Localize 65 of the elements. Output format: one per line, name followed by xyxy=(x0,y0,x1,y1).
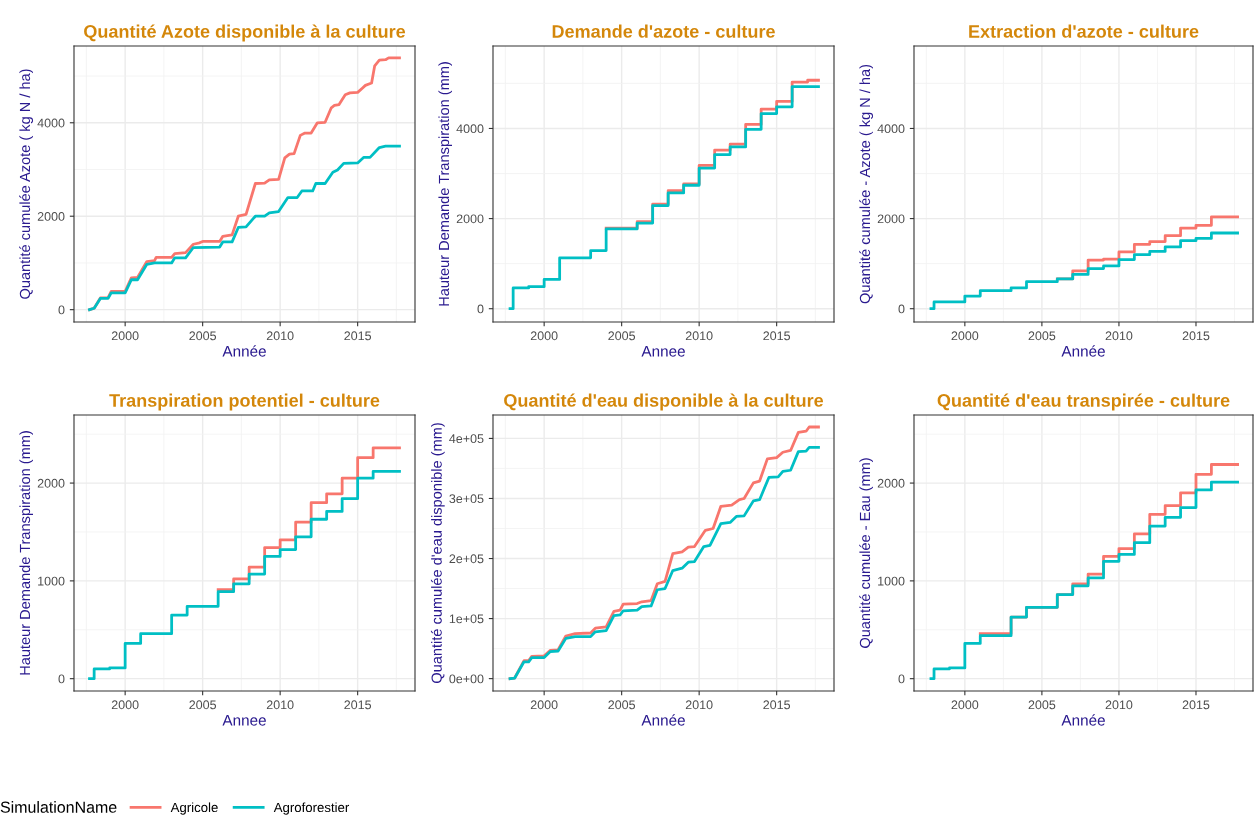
x-tick-label: 2005 xyxy=(1028,700,1056,710)
x-tick-label: 2000 xyxy=(111,331,139,341)
chart-title: Quantité Azote disponible à la culture xyxy=(84,24,406,42)
x-tick-label: 2005 xyxy=(189,700,217,710)
x-tick-label: 2010 xyxy=(266,331,294,341)
x-tick-label: 2015 xyxy=(1182,700,1210,710)
x-axis-title: Année xyxy=(1061,714,1105,726)
x-tick-label: 2015 xyxy=(763,700,791,710)
x-axis-title: Annee xyxy=(222,715,266,726)
x-tick-label: 2010 xyxy=(685,700,713,710)
x-tick-label: 2015 xyxy=(1182,331,1210,341)
y-tick-label: 2000 xyxy=(37,478,65,488)
y-tick-label: 4000 xyxy=(37,118,65,128)
chart-title: Extraction d'azote - culture xyxy=(969,24,1199,38)
y-axis-title: Quantité cumulée d'eau disponible (mm) xyxy=(430,423,445,683)
legend-title: SimulationName xyxy=(0,801,117,813)
x-tick-label: 2000 xyxy=(111,700,139,710)
y-tick-label: 4000 xyxy=(456,124,484,134)
y-tick-label: 4e+05 xyxy=(449,434,484,444)
x-tick-label: 2005 xyxy=(1028,331,1056,341)
y-axis-title: Quantité cumulée - Azote ( kg N / ha) xyxy=(859,64,873,304)
y-tick-label: 1000 xyxy=(38,576,65,586)
y-tick-label: 0 xyxy=(58,674,65,684)
y-tick-label: 2000 xyxy=(877,478,905,488)
chart-title: Demande d'azote - culture xyxy=(552,24,775,38)
chart-title: Transpiration potentiel - culture xyxy=(109,393,380,411)
x-tick-label: 2010 xyxy=(685,331,713,341)
y-tick-label: 0 xyxy=(477,304,484,314)
x-tick-label: 2005 xyxy=(608,331,636,341)
y-axis-title: Hauteur Demande Transpiration (mm) xyxy=(19,431,33,675)
x-axis-title: Année xyxy=(641,714,685,726)
x-axis-title: Année xyxy=(222,345,266,357)
x-tick-label: 2000 xyxy=(951,700,979,710)
chart-title: Quantité d'eau disponible à la culture xyxy=(504,393,824,411)
y-tick-label: 4000 xyxy=(877,124,905,134)
x-axis-title: Annee xyxy=(641,346,685,357)
x-tick-label: 2000 xyxy=(530,700,558,710)
x-tick-label: 2010 xyxy=(1105,700,1133,710)
x-tick-label: 2000 xyxy=(951,331,979,341)
x-tick-label: 2015 xyxy=(344,700,372,710)
x-tick-label: 2010 xyxy=(266,700,294,710)
y-tick-label: 3e+05 xyxy=(449,494,484,504)
x-tick-label: 2000 xyxy=(530,331,558,341)
y-tick-label: 0 xyxy=(58,305,65,315)
x-tick-label: 2005 xyxy=(189,331,217,341)
y-axis-title: Hauteur Demande Transpiration (mm) xyxy=(438,62,452,306)
x-axis-title: Année xyxy=(1061,345,1105,357)
x-tick-label: 2015 xyxy=(344,331,372,341)
y-tick-label: 0 xyxy=(898,674,905,684)
y-tick-label: 2000 xyxy=(456,214,484,224)
y-tick-label: 1e+05 xyxy=(449,614,484,624)
y-axis-title: Quantité cumulée Azote ( kg N / ha) xyxy=(19,69,33,299)
y-tick-label: 2000 xyxy=(37,212,65,221)
x-tick-label: 2015 xyxy=(763,331,791,341)
x-tick-label: 2005 xyxy=(608,700,636,710)
y-tick-label: 2000 xyxy=(877,214,905,224)
y-tick-label: 1000 xyxy=(878,576,905,586)
legend-label: Agroforestier xyxy=(273,802,350,815)
y-tick-label: 0 xyxy=(898,304,905,314)
chart-title: Quantité d'eau transpirée - culture xyxy=(937,393,1230,411)
y-tick-label: 2e+05 xyxy=(449,554,484,564)
y-axis-title: Quantité cumulée - Eau (mm) xyxy=(859,458,873,648)
legend-label: Agricole xyxy=(170,802,218,815)
y-tick-label: 0e+00 xyxy=(449,674,484,684)
x-tick-label: 2010 xyxy=(1105,331,1133,341)
